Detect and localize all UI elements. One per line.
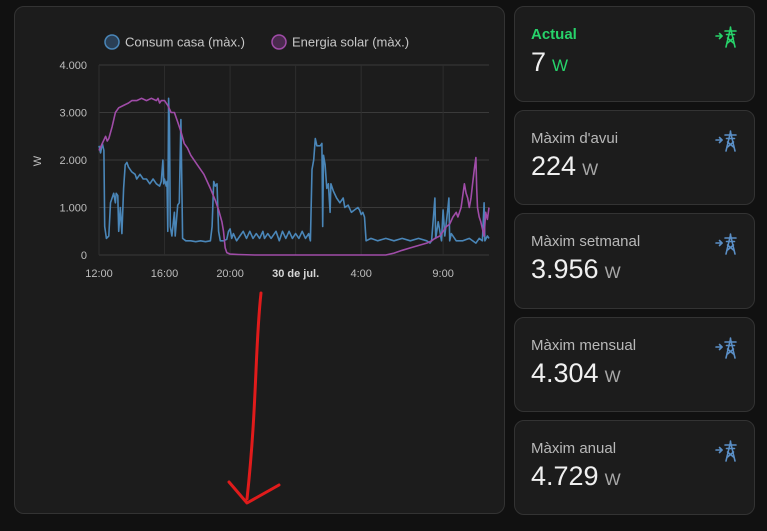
stat-card-value: 4.304 xyxy=(531,358,599,388)
y-tick-label: 1.000 xyxy=(59,203,87,215)
stat-card-label: Màxim d'avui xyxy=(531,130,619,147)
x-tick-label: 12:00 xyxy=(85,268,113,280)
chart-axes: 4.000 3.000 2.000 1.000 0 12:00 16:00 20:00 30 d… xyxy=(32,60,454,280)
stat-card-label: Màxim setmanal xyxy=(531,233,641,250)
stat-card[interactable]: Actual 7 W xyxy=(514,6,755,102)
power-transmission-tower-import-icon xyxy=(715,233,737,255)
x-tick-label: 30 de jul. xyxy=(272,268,319,280)
chart-grid xyxy=(98,64,489,256)
x-tick-label: 20:00 xyxy=(216,268,244,280)
x-tick-label: 9:00 xyxy=(432,268,453,280)
legend-label: Consum casa (màx.) xyxy=(125,35,245,50)
legend-swatch xyxy=(271,34,287,50)
chart-legend: Consum casa (màx.) Energia solar (màx.) xyxy=(104,34,409,50)
stat-card-unit: W xyxy=(552,56,569,75)
red-arrow-annotation xyxy=(227,291,281,505)
x-tick-label: 16:00 xyxy=(151,268,179,280)
y-tick-label: 3.000 xyxy=(59,108,87,120)
stat-card[interactable]: Màxim d'avui 224 W xyxy=(514,110,755,205)
chart-series xyxy=(98,97,490,256)
stat-card[interactable]: Màxim mensual 4.304 W xyxy=(514,317,755,412)
legend-item[interactable]: Energia solar (màx.) xyxy=(271,34,409,50)
legend-item[interactable]: Consum casa (màx.) xyxy=(104,34,245,50)
stat-card-value-row: 224 W xyxy=(531,151,598,182)
power-transmission-tower-import-icon xyxy=(715,337,737,359)
y-axis-label: W xyxy=(32,155,44,166)
y-tick-label: 4.000 xyxy=(59,60,87,72)
stat-card-unit: W xyxy=(604,263,621,282)
stat-card-unit: W xyxy=(604,470,621,489)
stat-card-value: 3.956 xyxy=(531,254,599,284)
stat-card-value: 7 xyxy=(531,47,547,77)
y-tick-label: 0 xyxy=(81,250,87,262)
history-chart-card: Consum casa (màx.) Energia solar (màx.) 4… xyxy=(14,6,505,514)
power-transmission-tower-import-icon xyxy=(715,130,737,152)
y-tick-label: 2.000 xyxy=(59,155,87,167)
x-tick-label: 4:00 xyxy=(350,268,371,280)
series-line-energia-solar xyxy=(98,97,490,256)
stat-card[interactable]: Màxim anual 4.729 W xyxy=(514,420,755,515)
stat-card-value-row: 4.304 W xyxy=(531,358,621,389)
legend-swatch xyxy=(104,34,120,50)
stat-card-value: 4.729 xyxy=(531,461,599,491)
power-transmission-tower-import-icon xyxy=(715,440,737,462)
stat-card-label: Màxim mensual xyxy=(531,337,637,354)
stat-card-value-row: 3.956 W xyxy=(531,254,621,285)
stat-card-label: Màxim anual xyxy=(531,440,617,457)
energy-line-chart[interactable]: Consum casa (màx.) Energia solar (màx.) 4… xyxy=(15,7,506,515)
stat-card-value-row: 4.729 W xyxy=(531,461,621,492)
series-line-consum-casa xyxy=(98,97,490,244)
stat-card[interactable]: Màxim setmanal 3.956 W xyxy=(514,213,755,309)
stat-card-label: Actual xyxy=(531,26,577,43)
stat-card-unit: W xyxy=(604,367,621,386)
stat-card-value: 224 xyxy=(531,151,577,181)
stat-card-unit: W xyxy=(582,160,599,179)
legend-label: Energia solar (màx.) xyxy=(292,35,409,50)
power-transmission-tower-import-icon xyxy=(715,26,737,48)
